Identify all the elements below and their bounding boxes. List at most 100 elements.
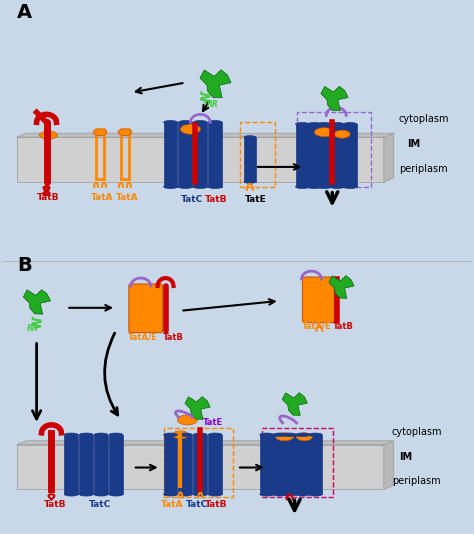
Ellipse shape: [79, 492, 93, 496]
Bar: [283, 435, 297, 494]
Ellipse shape: [193, 121, 207, 124]
Text: IM: IM: [407, 139, 420, 149]
Text: TatE: TatE: [245, 195, 267, 203]
Text: RR: RR: [27, 324, 38, 333]
Bar: [260, 435, 273, 494]
Text: TatB: TatB: [205, 195, 228, 203]
Text: B: B: [17, 256, 31, 275]
Ellipse shape: [208, 121, 222, 124]
Bar: [164, 435, 177, 494]
Ellipse shape: [343, 122, 357, 126]
Bar: [240, 122, 275, 187]
Text: TatA/E: TatA/E: [128, 333, 157, 342]
Bar: [193, 435, 207, 494]
Ellipse shape: [283, 492, 297, 496]
Ellipse shape: [295, 122, 310, 126]
Text: periplasm: periplasm: [392, 476, 440, 486]
Ellipse shape: [179, 185, 192, 189]
Polygon shape: [17, 441, 394, 445]
Polygon shape: [329, 276, 354, 299]
Text: TatA/E: TatA/E: [301, 321, 331, 331]
Bar: [193, 122, 207, 187]
Text: TatC: TatC: [185, 500, 208, 509]
Text: TatA: TatA: [91, 193, 114, 202]
Text: cytoplasm: cytoplasm: [392, 427, 442, 437]
Bar: [295, 435, 310, 494]
Polygon shape: [384, 133, 394, 182]
Ellipse shape: [273, 492, 287, 496]
Ellipse shape: [334, 130, 350, 138]
Ellipse shape: [314, 128, 334, 137]
Text: TatC: TatC: [181, 195, 203, 203]
Ellipse shape: [297, 433, 312, 441]
Ellipse shape: [283, 433, 297, 436]
Ellipse shape: [343, 185, 357, 189]
Ellipse shape: [93, 129, 107, 136]
Bar: [164, 428, 233, 497]
Ellipse shape: [244, 136, 256, 139]
Bar: [244, 137, 256, 182]
Ellipse shape: [295, 433, 310, 436]
Bar: [179, 122, 192, 187]
Ellipse shape: [179, 433, 192, 436]
Text: IM: IM: [399, 452, 412, 461]
Ellipse shape: [330, 185, 344, 189]
Ellipse shape: [164, 121, 177, 124]
Ellipse shape: [109, 433, 123, 436]
FancyBboxPatch shape: [302, 277, 334, 323]
Polygon shape: [200, 70, 231, 98]
Ellipse shape: [208, 185, 222, 189]
Bar: [208, 122, 222, 187]
Ellipse shape: [244, 180, 256, 183]
FancyBboxPatch shape: [17, 137, 384, 182]
Bar: [330, 124, 344, 187]
Ellipse shape: [164, 433, 177, 436]
Bar: [94, 435, 108, 494]
Ellipse shape: [330, 122, 344, 126]
Polygon shape: [23, 289, 51, 314]
FancyBboxPatch shape: [17, 445, 384, 489]
Ellipse shape: [273, 433, 287, 436]
Ellipse shape: [164, 185, 177, 189]
Bar: [79, 435, 93, 494]
Text: cytoplasm: cytoplasm: [399, 114, 449, 124]
Text: TatB: TatB: [36, 193, 59, 202]
Ellipse shape: [260, 433, 273, 436]
Bar: [308, 124, 321, 187]
Polygon shape: [321, 87, 348, 111]
Polygon shape: [282, 392, 308, 415]
Text: TatC: TatC: [89, 500, 111, 509]
FancyBboxPatch shape: [129, 284, 163, 333]
Ellipse shape: [64, 492, 78, 496]
Bar: [262, 428, 333, 497]
Ellipse shape: [208, 492, 222, 496]
Ellipse shape: [173, 431, 188, 439]
Ellipse shape: [109, 492, 123, 496]
Ellipse shape: [164, 492, 177, 496]
Text: periplasm: periplasm: [399, 164, 447, 174]
Ellipse shape: [64, 433, 78, 436]
Ellipse shape: [179, 121, 192, 124]
Ellipse shape: [309, 433, 322, 436]
Text: TatB: TatB: [205, 500, 228, 509]
Bar: [273, 435, 287, 494]
Text: A: A: [17, 3, 32, 22]
Bar: [309, 435, 322, 494]
Ellipse shape: [39, 131, 57, 139]
Bar: [297, 112, 371, 187]
Ellipse shape: [276, 433, 293, 441]
Bar: [164, 122, 177, 187]
Ellipse shape: [177, 415, 197, 425]
Bar: [64, 435, 78, 494]
Ellipse shape: [260, 492, 273, 496]
Bar: [295, 124, 310, 187]
Bar: [208, 435, 222, 494]
Bar: [318, 124, 331, 187]
Ellipse shape: [181, 124, 201, 134]
Ellipse shape: [179, 492, 192, 496]
Bar: [343, 124, 357, 187]
Ellipse shape: [94, 492, 108, 496]
Ellipse shape: [295, 185, 310, 189]
Ellipse shape: [118, 129, 132, 136]
Ellipse shape: [309, 492, 322, 496]
